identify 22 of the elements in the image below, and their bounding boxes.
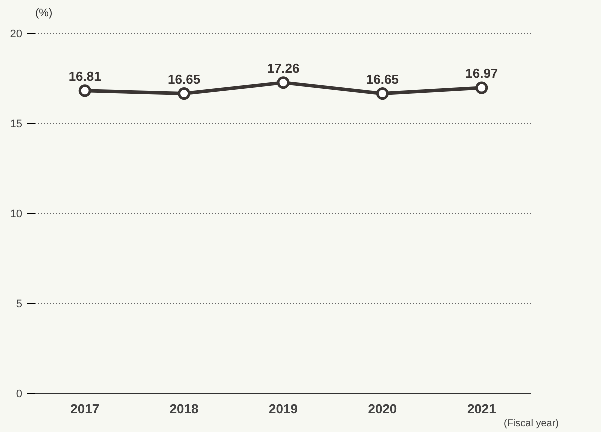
y-tick-label: 0 (16, 388, 23, 400)
x-tick-label: 2017 (70, 402, 100, 416)
x-tick-label: 2021 (467, 402, 496, 416)
y-tick-label: 5 (16, 298, 23, 310)
y-tick-label: 15 (10, 118, 23, 130)
data-label: 16.65 (168, 72, 201, 87)
data-label: 16.65 (366, 72, 399, 87)
point (476, 82, 488, 94)
y-axis-title: (%) (36, 8, 53, 20)
y-tick-label: 10 (10, 208, 23, 220)
data-label: 16.81 (68, 68, 102, 84)
point (277, 76, 290, 90)
x-axis-title: (Fiscal year) (504, 418, 560, 430)
point (78, 84, 92, 98)
y-tick-label: 20 (10, 28, 23, 40)
point (376, 88, 389, 100)
x-tick-label: 2019 (269, 402, 298, 416)
x-tick-label: 2018 (170, 402, 199, 416)
point (178, 88, 191, 100)
data-label: 17.26 (267, 60, 300, 76)
x-tick-label: 2020 (368, 402, 398, 416)
data-label: 16.97 (466, 66, 498, 82)
